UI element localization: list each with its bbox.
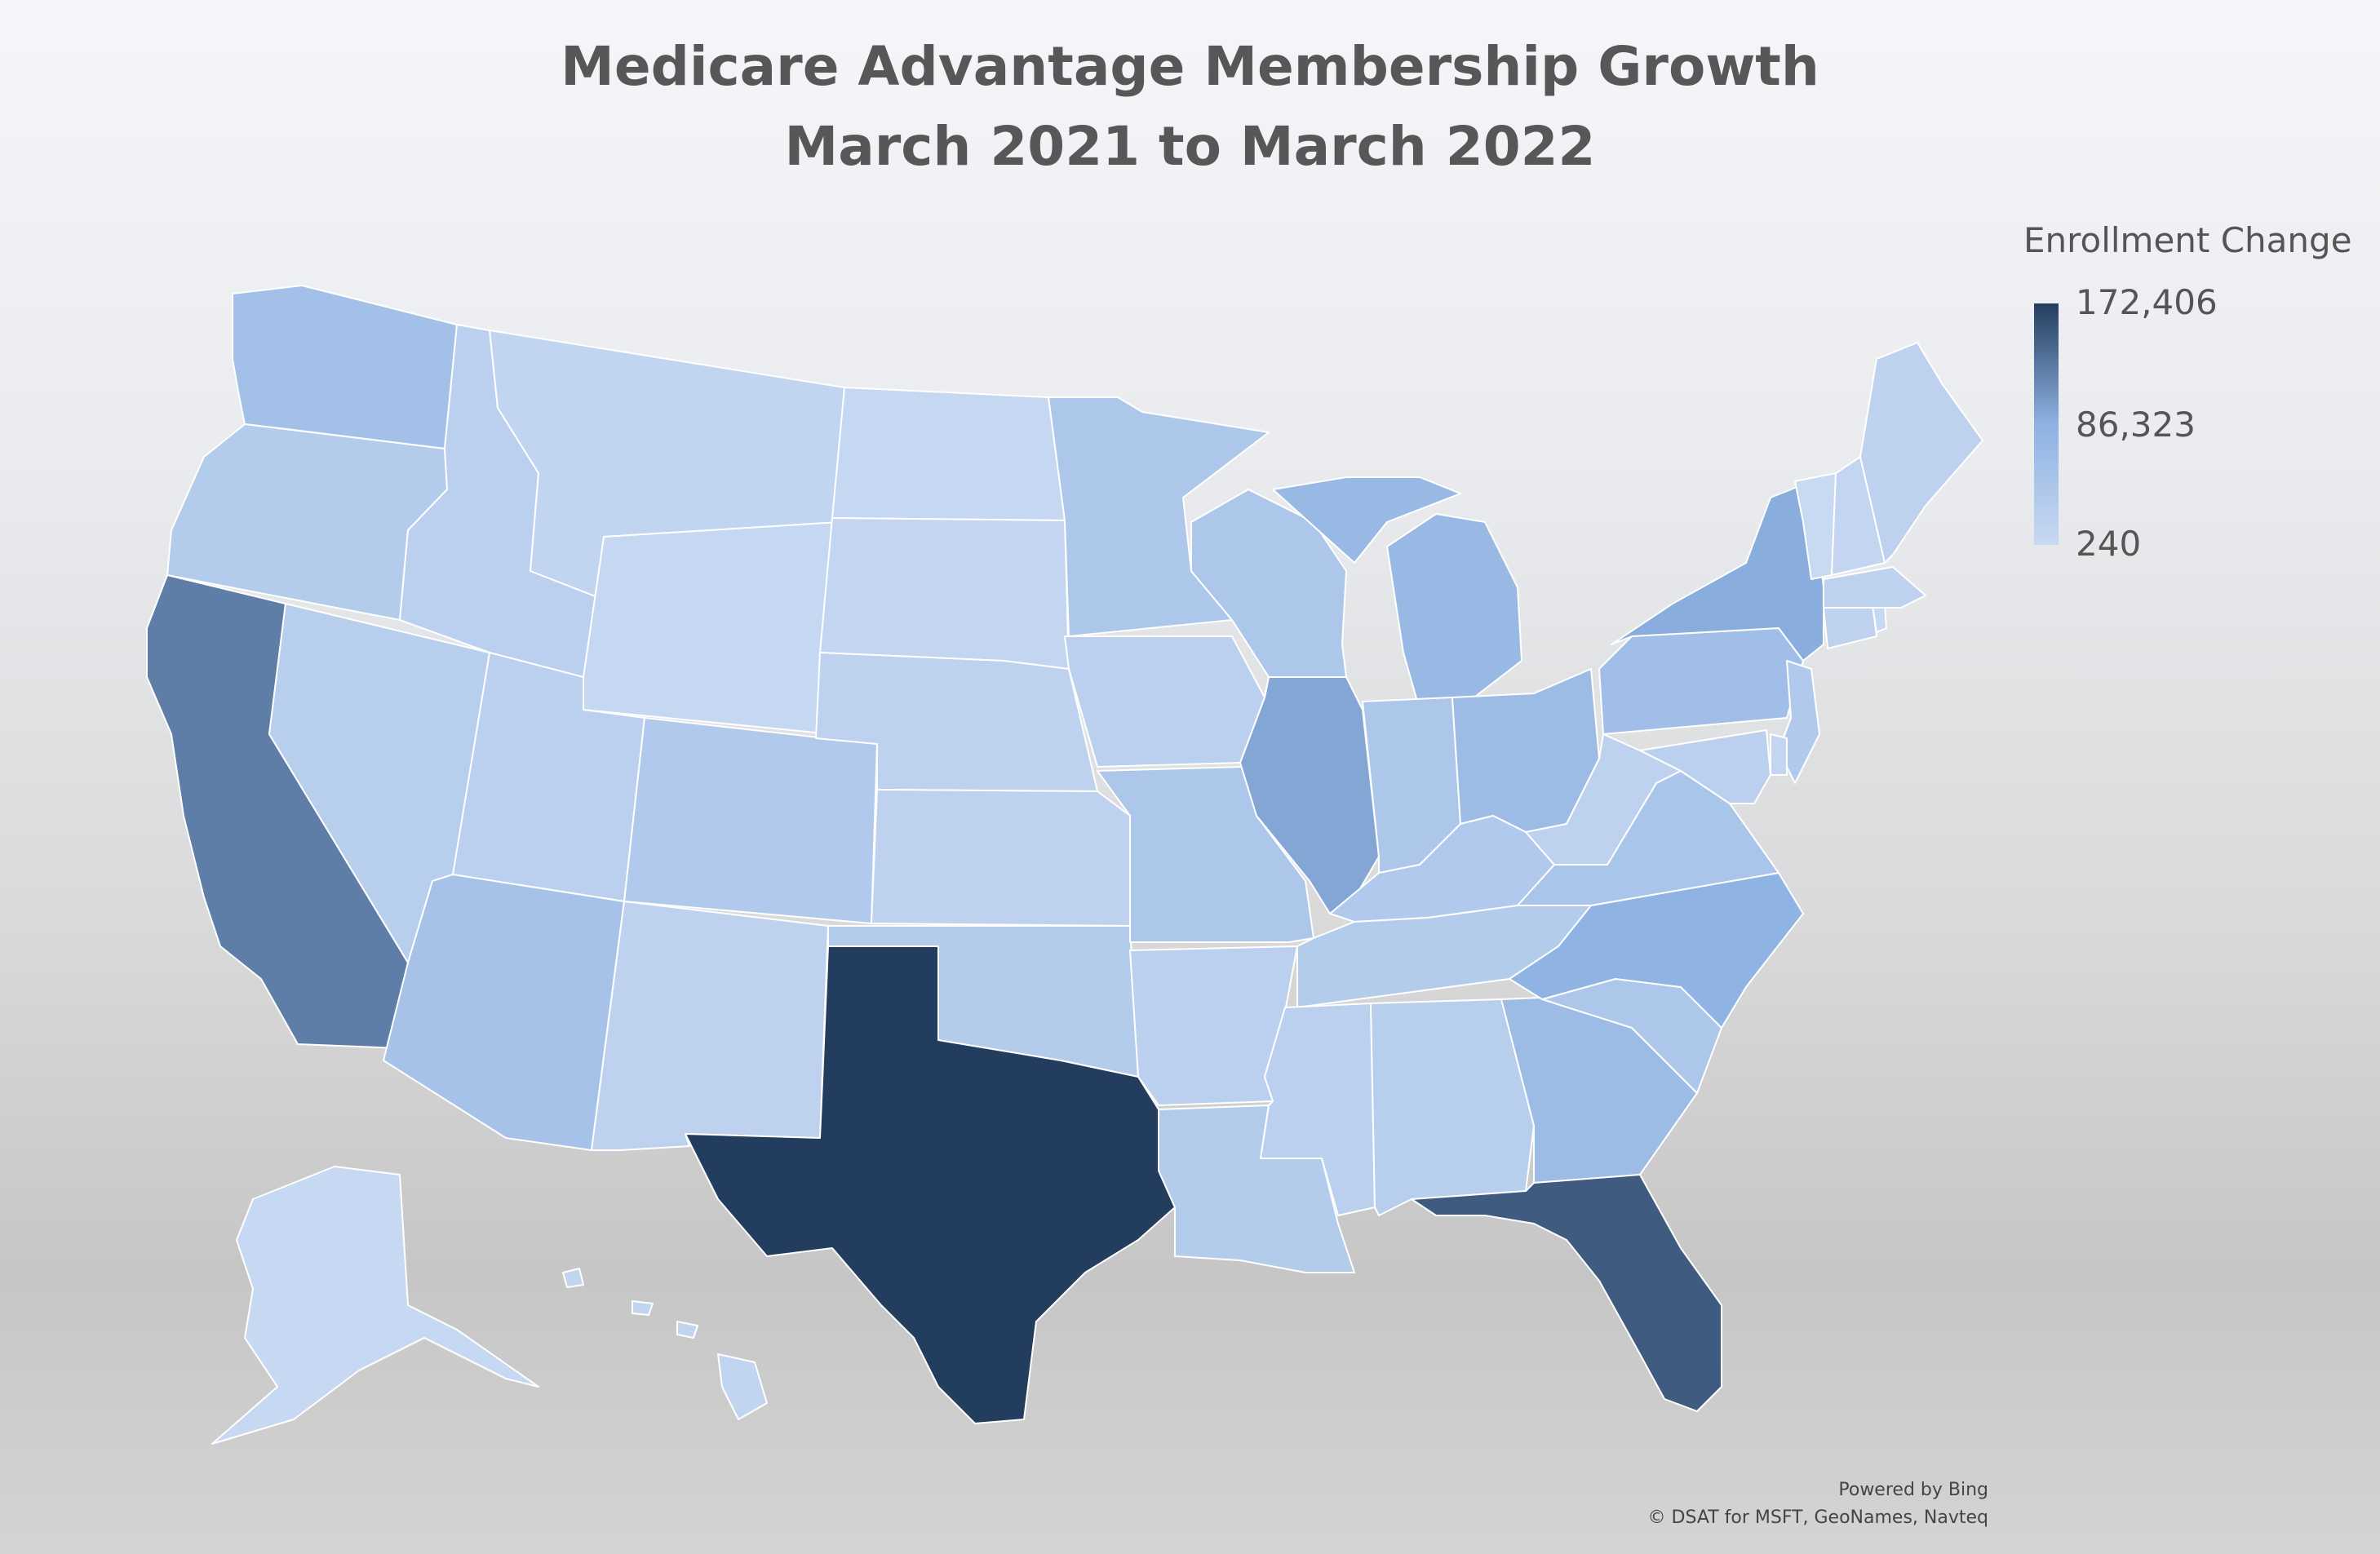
state-connecticut[interactable] [1823, 603, 1877, 649]
state-kansas[interactable] [871, 789, 1131, 927]
map-title-line1: Medicare Advantage Membership Growth [561, 35, 1819, 98]
legend-mid-label: 86,323 [2076, 405, 2196, 445]
state-west-virginia[interactable] [1525, 733, 1682, 866]
map-title-line2: March 2021 to March 2022 [784, 115, 1596, 178]
state-hawaii[interactable] [562, 1268, 768, 1420]
state-north-carolina[interactable] [1509, 872, 1804, 1029]
state-wyoming[interactable] [583, 521, 841, 735]
state-iowa[interactable] [1064, 635, 1265, 768]
state-alaska[interactable] [211, 1166, 539, 1445]
legend-color-scale [2034, 303, 2059, 545]
credit-powered-by: Powered by Bing [1838, 1480, 1988, 1500]
state-maryland[interactable] [1639, 729, 1771, 804]
map-credits: Powered by Bing © DSAT for MSFT, GeoName… [1648, 1477, 1988, 1532]
credit-data-sources: © DSAT for MSFT, GeoNames, Navteq [1647, 1508, 1988, 1528]
state-washington[interactable] [232, 285, 458, 449]
state-pennsylvania[interactable] [1598, 627, 1804, 735]
state-new-mexico[interactable] [591, 901, 829, 1151]
state-delaware[interactable] [1770, 733, 1788, 776]
state-north-dakota[interactable] [831, 387, 1066, 521]
state-new-jersey[interactable] [1778, 660, 1820, 784]
state-texas[interactable] [685, 945, 1176, 1424]
legend-max-label: 172,406 [2076, 282, 2218, 322]
state-maine[interactable] [1859, 342, 1983, 564]
state-south-dakota[interactable] [819, 517, 1070, 670]
state-michigan[interactable] [1272, 476, 1522, 711]
legend-min-label: 240 [2076, 524, 2142, 564]
state-florida[interactable] [1411, 1174, 1722, 1412]
state-vermont[interactable] [1794, 472, 1837, 580]
state-colorado[interactable] [623, 717, 878, 924]
state-massachusetts[interactable] [1823, 566, 1926, 609]
state-minnesota[interactable] [1048, 396, 1270, 637]
legend-title: Enrollment Change [2023, 220, 2352, 260]
state-wisconsin[interactable] [1190, 489, 1347, 678]
